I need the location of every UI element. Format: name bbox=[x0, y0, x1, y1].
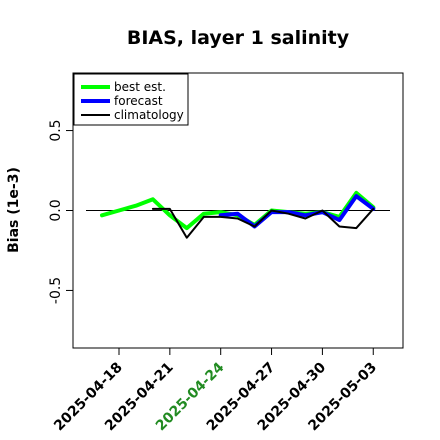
legend-label-forecast: forecast bbox=[114, 94, 163, 108]
y-axis: -0.5 0.0 0.5 bbox=[48, 119, 73, 304]
y-tick-label: 0.5 bbox=[48, 119, 64, 141]
legend-box bbox=[73, 73, 189, 126]
legend: best est. forecast climatology bbox=[73, 73, 189, 126]
chart-title: BIAS, layer 1 salinity bbox=[127, 27, 350, 49]
series-line-climatology bbox=[151, 207, 375, 239]
series-layer bbox=[100, 190, 376, 239]
series-line-forecast bbox=[218, 194, 376, 229]
y-tick-label: 0.0 bbox=[48, 199, 64, 221]
y-axis-label: Bias (1e-3) bbox=[6, 167, 22, 253]
legend-label-best-est: best est. bbox=[114, 80, 166, 94]
legend-label-climatology: climatology bbox=[114, 108, 184, 122]
y-tick-label: -0.5 bbox=[48, 277, 64, 304]
x-axis: 2025-04-182025-04-212025-04-242025-04-27… bbox=[51, 348, 380, 434]
